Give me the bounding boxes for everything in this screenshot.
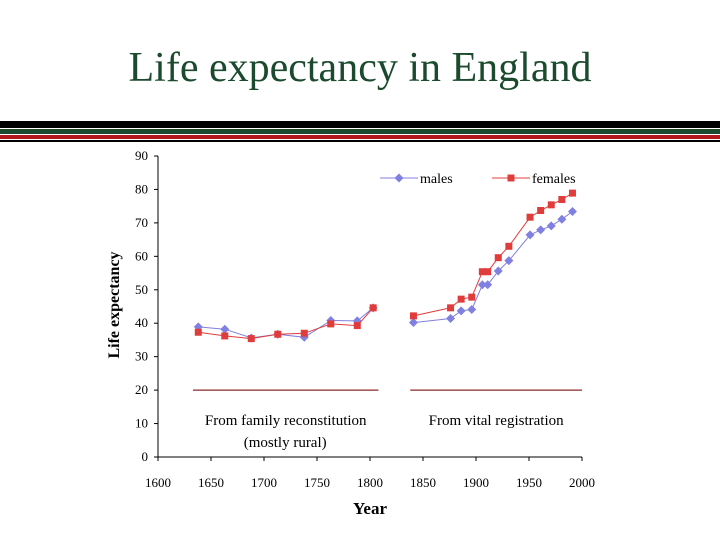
- data-point-females: [484, 268, 492, 276]
- x-tick-label: 2000: [569, 475, 595, 490]
- divider-black-thin: [0, 140, 720, 142]
- y-tick-label: 10: [135, 416, 148, 431]
- x-tick-label: 1900: [463, 475, 489, 490]
- y-tick-label: 80: [135, 181, 148, 196]
- x-tick-label: 1950: [516, 475, 542, 490]
- data-point-males: [477, 280, 487, 290]
- data-point-males: [567, 207, 577, 217]
- y-tick-label: 30: [135, 349, 148, 364]
- legend-label-females: females: [532, 172, 576, 187]
- data-point-males: [220, 324, 230, 334]
- y-tick-label: 90: [135, 148, 148, 163]
- data-point-males: [493, 266, 503, 276]
- data-point-females: [457, 295, 465, 303]
- x-tick-label: 1700: [251, 475, 277, 490]
- x-tick-label: 1600: [145, 475, 171, 490]
- series-line-females: [198, 307, 374, 340]
- chart-axes: 0 10 20 30 40 50 60 70 80 90 1600 1650 1700 1750 1800 1…: [135, 148, 595, 490]
- data-point-females: [194, 328, 202, 336]
- data-point-females: [247, 335, 255, 343]
- data-point-females: [568, 189, 576, 197]
- data-point-males: [557, 214, 567, 224]
- chart-annotations: From family reconstitution (mostly rural)…: [192, 389, 582, 451]
- data-point-females: [369, 304, 377, 312]
- data-point-males: [467, 305, 477, 315]
- y-axis-label: Life expectancy: [106, 251, 123, 358]
- y-tick-label: 70: [135, 215, 148, 230]
- data-point-females: [547, 201, 555, 209]
- divider-black-top: [0, 121, 720, 128]
- data-point-females: [221, 332, 229, 340]
- series-line-males: [413, 211, 573, 324]
- divider-red: [0, 135, 720, 139]
- y-tick-label: 0: [142, 449, 149, 464]
- data-point-males: [446, 314, 456, 324]
- data-point-females: [494, 254, 502, 262]
- data-point-males: [483, 280, 493, 290]
- data-point-females: [274, 330, 282, 338]
- data-point-females: [537, 207, 545, 215]
- annotation-label: (mostly rural): [244, 435, 327, 451]
- y-tick-label: 40: [135, 315, 148, 330]
- data-point-females: [478, 268, 486, 276]
- data-point-females: [468, 293, 476, 301]
- data-point-males: [536, 225, 546, 235]
- annotation-label: From family reconstitution: [205, 413, 367, 429]
- legend-label-males: males: [420, 172, 453, 187]
- divider-green: [0, 129, 720, 134]
- x-tick-label: 1650: [198, 475, 224, 490]
- x-tick-label: 1800: [357, 475, 383, 490]
- data-point-females: [526, 213, 534, 221]
- slide-title: Life expectancy in England: [128, 45, 592, 91]
- data-point-females: [300, 329, 308, 337]
- data-point-females: [558, 195, 566, 203]
- data-point-females: [353, 322, 361, 330]
- data-point-females: [447, 304, 455, 312]
- x-tick-label: 1750: [304, 475, 330, 490]
- series-line-females: [413, 192, 573, 317]
- data-point-females: [505, 242, 513, 250]
- data-point-females: [327, 320, 335, 328]
- annotation-label: From vital registration: [429, 413, 564, 429]
- data-point-males: [525, 230, 535, 240]
- data-point-females: [409, 312, 417, 320]
- data-point-males: [408, 318, 418, 328]
- chart-series: [193, 189, 577, 343]
- y-tick-label: 50: [135, 282, 148, 297]
- data-point-males: [456, 306, 466, 316]
- chart-legend: males females: [380, 172, 576, 187]
- data-point-males: [504, 256, 514, 266]
- x-axis-label: Year: [353, 499, 387, 518]
- y-tick-label: 20: [135, 382, 148, 397]
- y-tick-label: 60: [135, 248, 148, 263]
- legend-marker-males: [394, 173, 404, 183]
- x-tick-label: 1850: [410, 475, 436, 490]
- data-point-males: [546, 221, 556, 231]
- legend-marker-females: [507, 174, 515, 182]
